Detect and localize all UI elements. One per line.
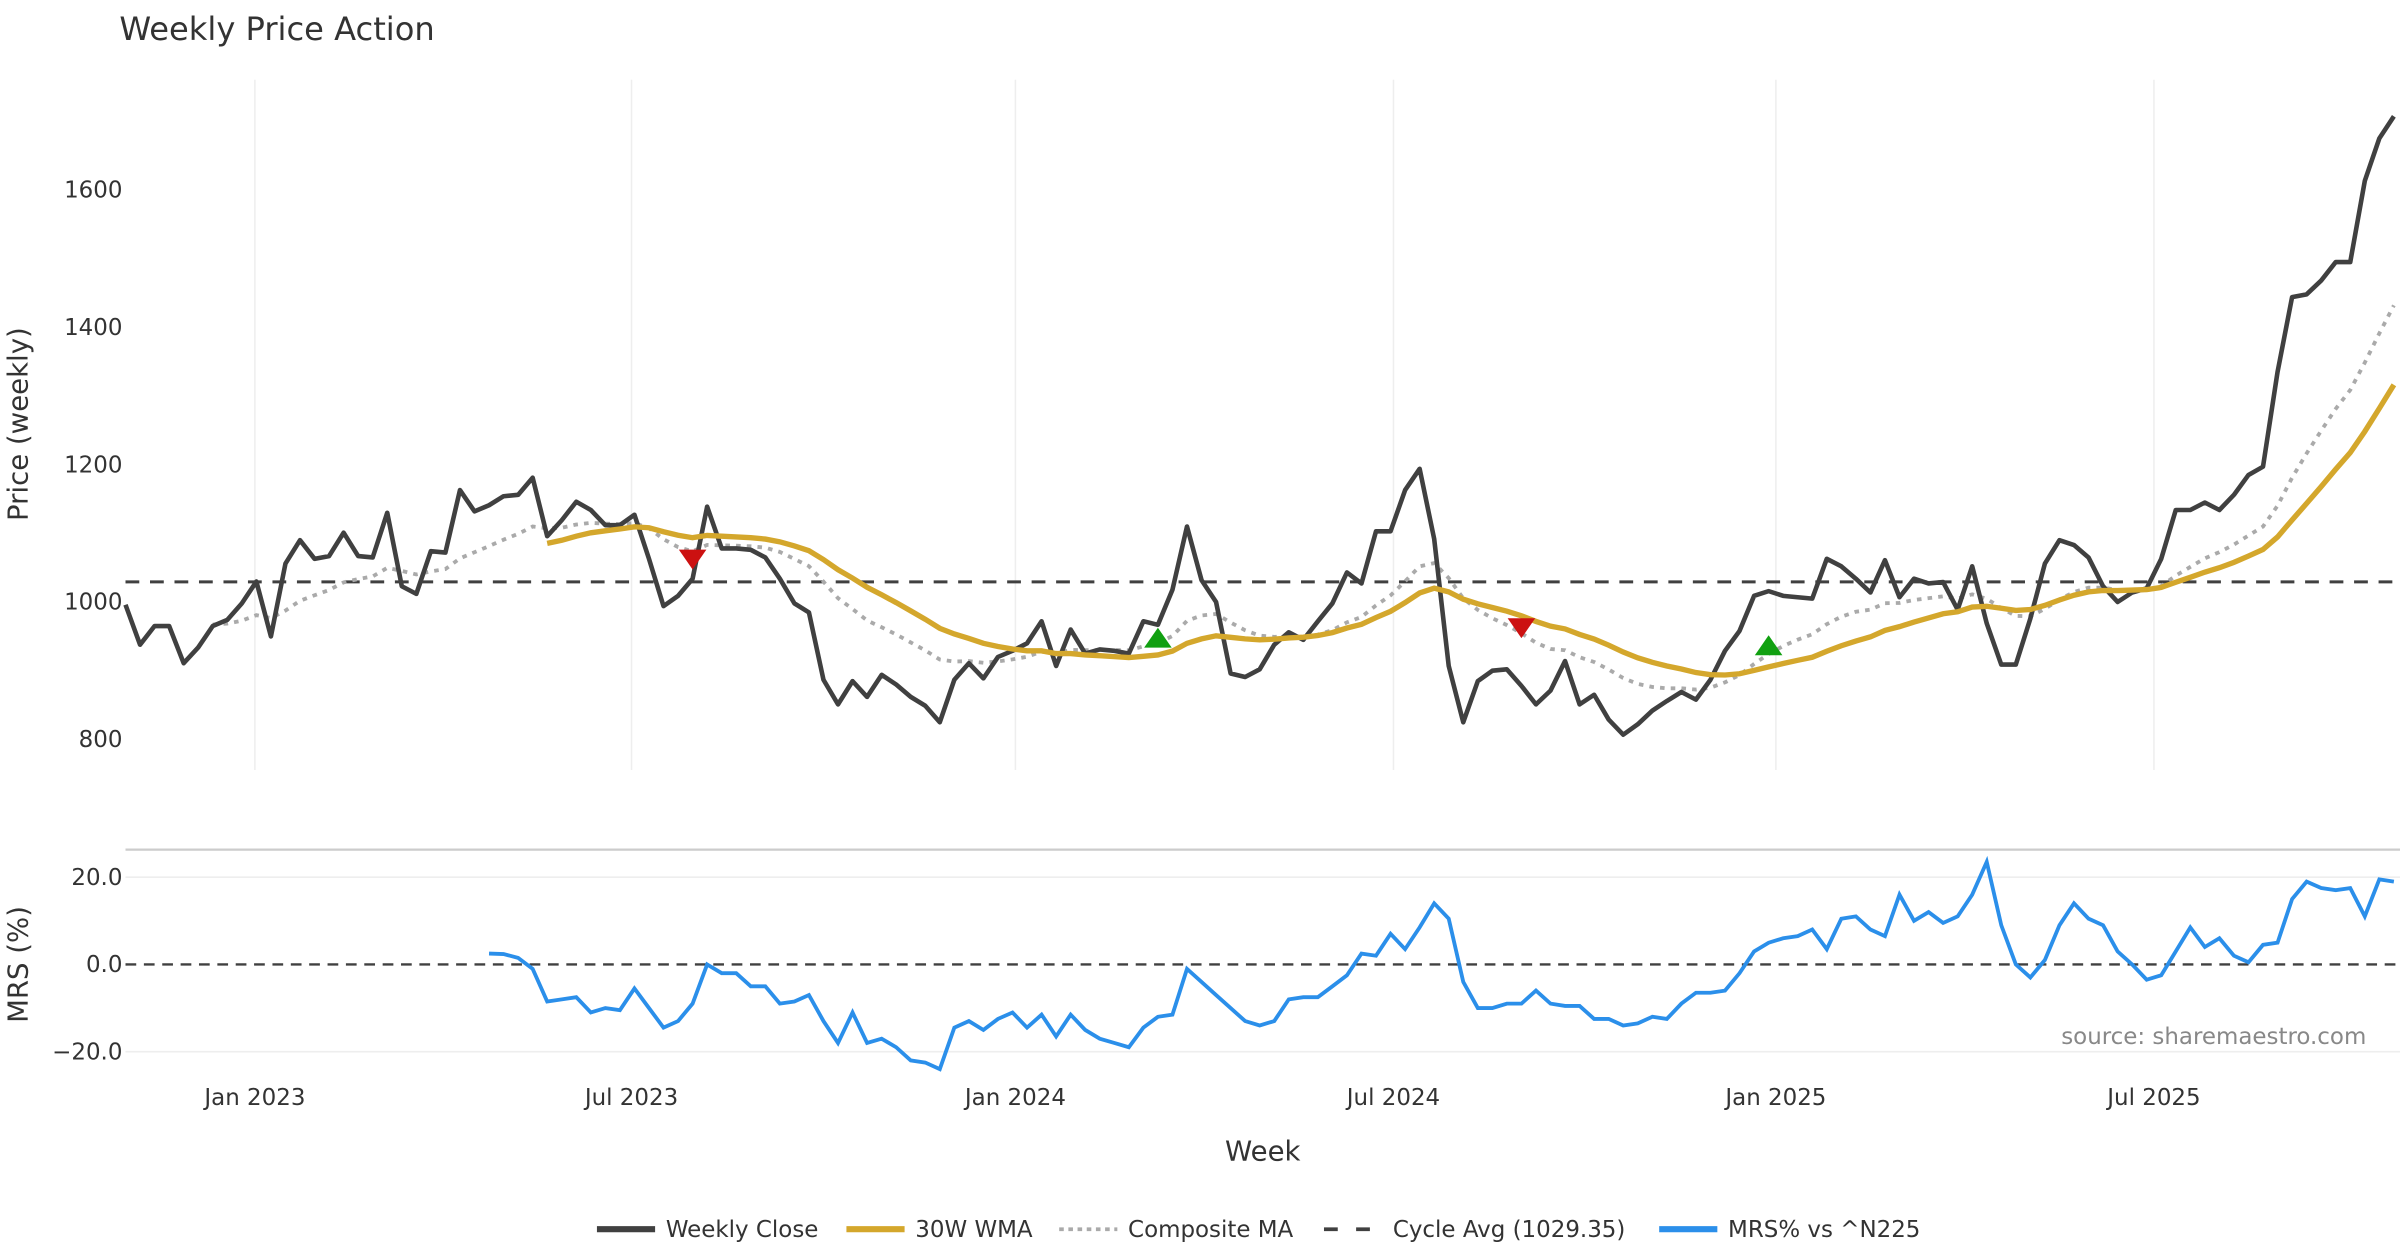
price-y-tick-label: 800 [79,727,123,753]
source-watermark: source: sharemaestro.com [2061,1024,2366,1050]
legend-item[interactable]: Weekly Close [596,1217,819,1243]
legend-label: Cycle Avg (1029.35) [1393,1217,1626,1243]
buy-signal-marker [1754,635,1783,656]
price-y-tick-label: 1400 [64,315,122,341]
mrs-y-tick-label: 20.0 [71,865,122,891]
legend-label: Composite MA [1128,1217,1293,1243]
price-y-axis-label: Price (weekly) [3,327,35,521]
chart-title: Weekly Price Action [119,10,434,48]
legend-item[interactable]: Composite MA [1059,1217,1294,1243]
price-y-tick-label: 1200 [64,452,122,478]
x-tick-label: Jul 2023 [583,1085,678,1111]
x-tick-label: Jul 2025 [2105,1085,2200,1111]
buy-signal-marker [1144,627,1172,648]
x-tick-label: Jan 2025 [1723,1085,1826,1111]
legend-item[interactable]: MRS% vs ^N225 [1659,1217,1920,1243]
price-y-tick-label: 1600 [64,178,122,204]
legend-label: 30W WMA [915,1217,1033,1243]
price-y-tick-label: 1000 [64,590,122,616]
mrs-y-tick-label: 0.0 [86,952,122,978]
weekly-close-line [123,115,2396,737]
x-axis-label: Week [1225,1135,1301,1167]
legend-label: MRS% vs ^N225 [1728,1217,1920,1243]
mrs-line [488,855,2395,1072]
legend-item[interactable]: 30W WMA [846,1217,1033,1243]
sell-signal-marker [1507,618,1536,639]
mrs-y-axis-label: MRS (%) [3,906,35,1023]
x-tick-label: Jan 2024 [963,1085,1066,1111]
x-tick-label: Jul 2024 [1345,1085,1440,1111]
sell-signal-marker [678,549,707,570]
x-tick-label: Jan 2023 [202,1085,305,1111]
legend-label: Weekly Close [666,1217,819,1243]
legend-item[interactable]: Cycle Avg (1029.35) [1323,1217,1626,1243]
wma-30-line [546,383,2397,678]
mrs-y-tick-label: −20.0 [52,1039,122,1065]
